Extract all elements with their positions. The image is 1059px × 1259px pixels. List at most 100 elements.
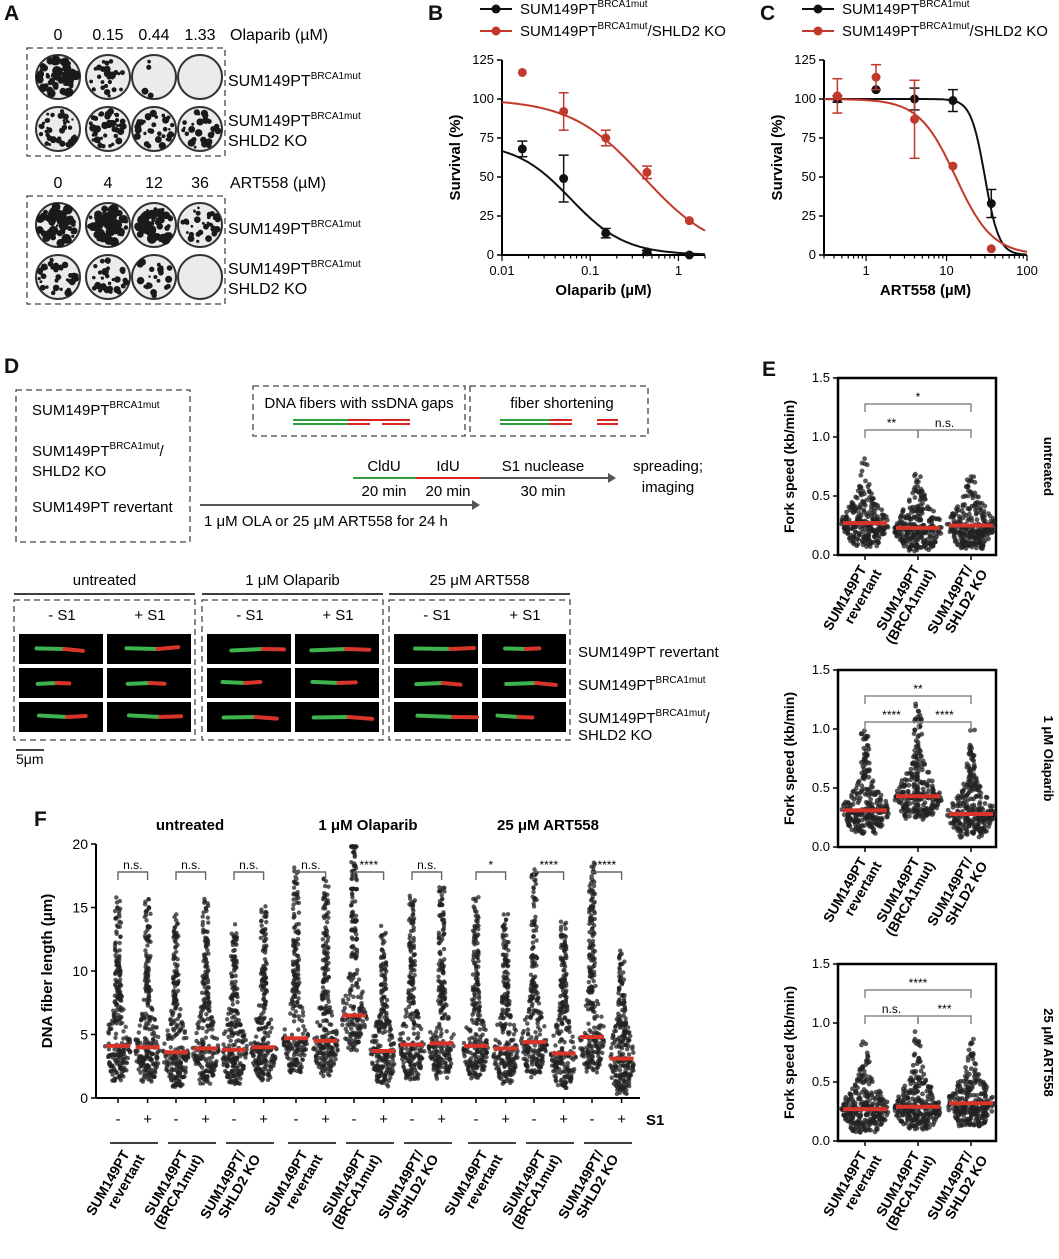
fiber-image-2-0-2 (394, 702, 479, 732)
y-axis-label: Survival (%) (769, 115, 786, 201)
fiber-image-0-0-1 (19, 668, 103, 698)
sig-bracket-1 (175, 871, 207, 880)
fiber-scatter-9 (368, 923, 397, 1089)
s1-sign-15: + (559, 1111, 568, 1128)
sig-bracket-2 (233, 871, 265, 880)
y-tick-5: 5 (80, 1027, 88, 1043)
panel-label-e: E (762, 358, 777, 381)
fiber-image-2-1-0 (482, 634, 566, 664)
y-tick-0.5: 0.5 (812, 1074, 830, 1089)
legend-label-1: SUM149PTBRCA1mut/SHLD2 KO (520, 21, 726, 40)
s1-sign-3: + (201, 1111, 210, 1128)
fiber-scatter-14 (518, 867, 550, 1080)
y-axis-label: Survival (%) (447, 115, 464, 201)
sig-label-0: n.s. (123, 858, 142, 872)
fiber-image-2-0-0 (394, 634, 478, 664)
legend-marker-0 (813, 4, 823, 14)
plate-ola-r0-c3 (177, 54, 223, 100)
y-tick-0.5: 0.5 (812, 488, 830, 503)
plate-box-art (26, 195, 226, 305)
fiber-scatter-15 (548, 919, 579, 1091)
y-tick-1.5: 1.5 (812, 956, 830, 971)
sig-label-5: n.s. (417, 858, 436, 872)
cell-line-1: SUM149PTBRCA1mut/ (32, 441, 165, 460)
plate-art-r1-c2 (131, 254, 177, 300)
fiber-group-2: 25 μM ART558 (429, 572, 529, 589)
sig-label-2: *** (937, 1002, 951, 1016)
step-name-0: CldU (367, 458, 400, 475)
fit-curve-1 (501, 101, 706, 232)
fiber-scatter-5 (248, 904, 279, 1083)
y-tick-100: 100 (794, 91, 816, 106)
sig-label-7: **** (539, 858, 558, 872)
s1-sign-1: + (143, 1111, 152, 1128)
panel-a-plates: 0 0.15 0.44 1.33 Olaparib (µM) SUM149PTBRCA1m… (26, 27, 361, 305)
cell-line-0: SUM149PTBRCA1mut (32, 400, 160, 419)
final-step-line1: spreading; (633, 458, 703, 475)
fiber-scatter-2 (161, 912, 191, 1089)
y-tick-15: 15 (72, 900, 88, 916)
s1-sign-2: - (174, 1111, 179, 1128)
row2-label-ola: SUM149PTBRCA1mut (228, 111, 361, 130)
dose-label-ola-0: 0 (54, 27, 63, 44)
s1-sign-11: + (437, 1111, 446, 1128)
y-tick-1.0: 1.0 (812, 429, 830, 444)
fork-scatter-0 (839, 728, 891, 836)
legend-label-0: SUM149PTBRCA1mut (842, 0, 970, 18)
s1-sign-10: - (410, 1111, 415, 1128)
fork-scatter-1 (892, 471, 944, 554)
data-point-1-3 (948, 161, 958, 171)
fiber-image-1-1-1 (295, 668, 379, 698)
sig-bracket-1 (864, 721, 919, 730)
condition-label: 25 μM ART558 (1041, 1008, 1056, 1096)
sig-label-0: * (916, 390, 921, 404)
fiber-group-1: 1 μM Olaparib (245, 572, 340, 589)
dose-label-art-0: 0 (54, 175, 63, 192)
panel-label-b: B (428, 2, 444, 25)
fiber-image-1-0-0 (207, 634, 291, 664)
step-time-2: 30 min (520, 483, 565, 500)
legend-label-0: SUM149PTBRCA1mut (520, 0, 648, 18)
row2-label-art: SUM149PTBRCA1mut (228, 259, 361, 278)
fork-scatter-0 (839, 456, 891, 549)
dose-label-ola-3: 1.33 (184, 27, 215, 44)
s1-label-1-0: - S1 (236, 607, 264, 624)
fit-curve-0 (501, 150, 706, 256)
s1-label-0-1: + S1 (134, 607, 165, 624)
x-tick-10: 10 (939, 263, 953, 278)
x-tick-0.1: 0.1 (581, 263, 599, 278)
sig-bracket-7 (533, 871, 565, 880)
panel-label-a: A (4, 2, 20, 25)
sig-bracket-1 (864, 1015, 919, 1024)
data-point-1-4 (684, 216, 694, 226)
s1-sign-7: + (321, 1111, 330, 1128)
sig-label-1: n.s. (181, 858, 200, 872)
data-point-0-1 (558, 154, 569, 203)
group-title-2: 25 μM ART558 (497, 817, 599, 834)
dose-header-art: ART558 (µM) (230, 175, 326, 192)
y-tick-25: 25 (480, 208, 494, 223)
fiber-image-1-0-1 (207, 668, 291, 698)
fiber-scatter-17 (608, 948, 636, 1097)
sig-bracket-0 (117, 871, 149, 880)
row2-line2-art: SHLD2 KO (228, 281, 307, 298)
sig-bracket-0 (864, 695, 972, 704)
fiber-row-label-0: SUM149PT revertant (578, 644, 719, 661)
group-title-1: 1 μM Olaparib (318, 817, 417, 834)
plate-art-r0-c1 (85, 202, 131, 248)
y-tick-1.5: 1.5 (812, 370, 830, 385)
sig-label-0: ** (913, 682, 923, 696)
legend-marker-1 (491, 26, 501, 36)
x-tick-1: 1 (675, 263, 682, 278)
plate-box-ola (26, 47, 226, 157)
plate-ola-r1-c2 (131, 106, 177, 152)
condition-label: untreated (1041, 437, 1056, 496)
legend-marker-1 (813, 26, 823, 36)
x-axis-label: ART558 (µM) (880, 282, 971, 299)
cell-line-3: SUM149PT revertant (32, 499, 173, 516)
y-tick-0.0: 0.0 (812, 1133, 830, 1148)
panel-label-f: F (34, 808, 47, 831)
fiber-image-1-0-2 (207, 702, 291, 732)
fork-scatter-2 (946, 1036, 997, 1129)
cell-lines-box (15, 389, 191, 543)
